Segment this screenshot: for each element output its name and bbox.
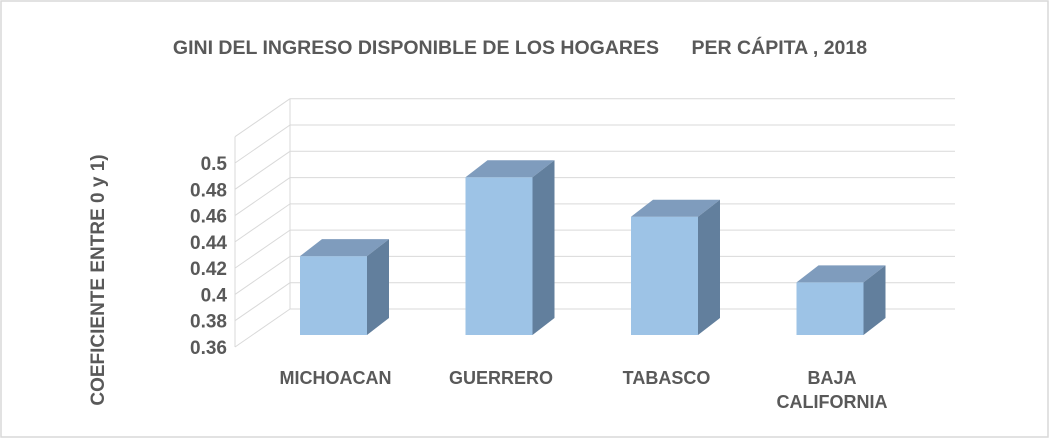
bar-side: [698, 199, 720, 335]
bar-top: [300, 239, 389, 257]
x-tick-label: BAJA CALIFORNIA: [776, 368, 888, 412]
y-tick-label: 0.4: [201, 285, 228, 306]
grid-line: [234, 150, 291, 190]
y-tick-label: 0.44: [190, 233, 227, 254]
grid-line: [234, 229, 291, 269]
bar: [465, 177, 533, 335]
y-tick-label: 0.42: [190, 259, 227, 280]
bar-top: [465, 160, 555, 178]
grid-line: [234, 282, 291, 322]
wall-edge: [234, 98, 291, 138]
y-axis-label: COEFICIENTE ENTRE 0 y 1): [88, 154, 109, 405]
chart-title: GINI DEL INGRESO DISPONIBLE DE LOS HOGAR…: [172, 37, 868, 59]
bar: [631, 216, 698, 335]
bar-side: [532, 160, 555, 335]
grid-line: [234, 308, 291, 348]
bar: [300, 256, 367, 335]
bar-top: [796, 265, 886, 283]
y-tick-label: 0.36: [190, 338, 227, 359]
bar-top: [631, 199, 720, 217]
bar-side: [367, 239, 389, 335]
grid-line: [234, 256, 291, 295]
y-tick-label: 0.5: [201, 154, 228, 175]
x-tick-label: MICHOACAN: [279, 368, 392, 388]
bar-side: [863, 265, 886, 335]
grid-line: [234, 177, 291, 216]
y-tick-label: 0.46: [190, 207, 227, 228]
y-tick-label: 0.38: [190, 312, 227, 333]
bar: [796, 282, 864, 335]
grid-line: [234, 203, 291, 243]
x-tick-label: GUERRERO: [448, 368, 553, 388]
x-tick-label: TABASCO: [622, 368, 711, 388]
grid-line: [234, 124, 291, 164]
y-tick-label: 0.48: [190, 180, 227, 201]
